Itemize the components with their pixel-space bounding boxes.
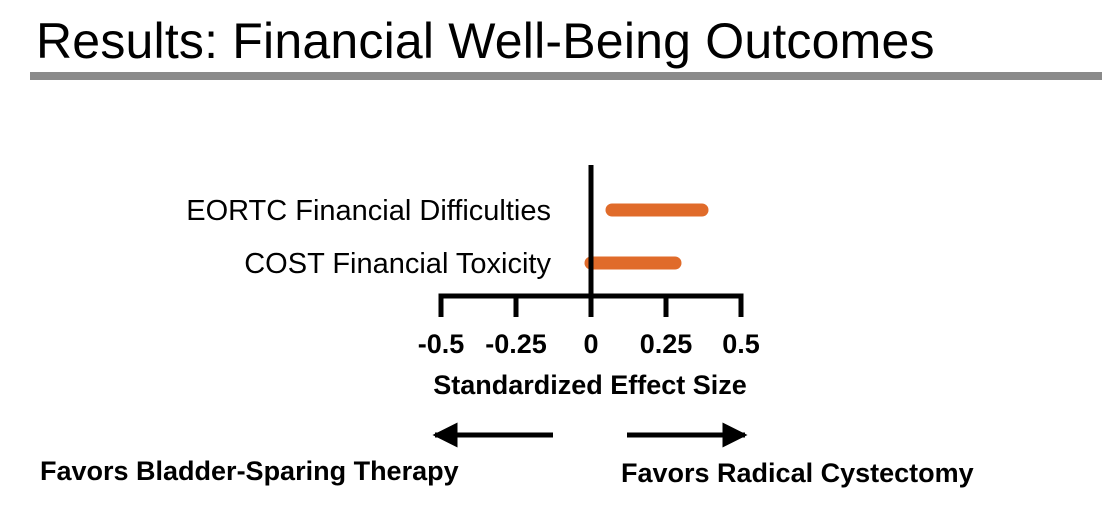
slide-title: Results: Financial Well-Being Outcomes (36, 13, 935, 69)
x-tick-label: 0 (583, 329, 598, 359)
title-divider (30, 72, 1102, 80)
outcome-label: COST Financial Toxicity (244, 248, 551, 280)
x-tick-label: -0.25 (485, 329, 547, 359)
x-tick-label: 0.5 (722, 329, 760, 359)
outcome-label: EORTC Financial Difficulties (186, 195, 551, 227)
x-axis-label: Standardized Effect Size (433, 370, 747, 400)
favors-right-label: Favors Radical Cystectomy (621, 458, 974, 488)
favors-left-label: Favors Bladder-Sparing Therapy (40, 456, 459, 486)
x-tick-label: 0.25 (640, 329, 693, 359)
x-tick-label: -0.5 (418, 329, 465, 359)
